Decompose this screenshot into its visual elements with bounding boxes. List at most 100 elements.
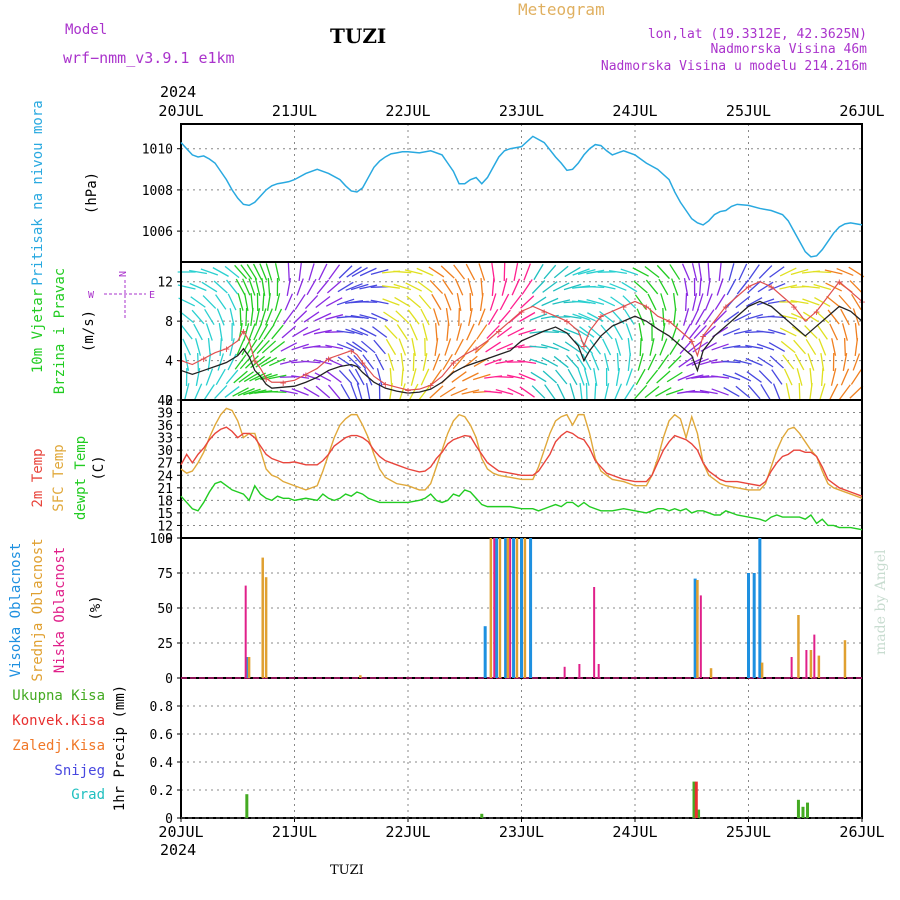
wind-barb xyxy=(237,293,244,311)
wind-barb xyxy=(612,323,623,341)
model-elevation-info: Nadmorska Visina u modelu 214.216m xyxy=(601,59,867,74)
wind-barb xyxy=(563,328,582,336)
wind-barb xyxy=(660,293,667,311)
y-tick-label: 12 xyxy=(157,519,173,534)
wind-barb xyxy=(400,352,405,372)
wind-barb xyxy=(854,322,858,342)
x-tick-label-top: 24JUL xyxy=(612,102,657,120)
wind-barb xyxy=(756,330,775,334)
wind-barb xyxy=(486,325,500,339)
wind-barb xyxy=(294,294,306,310)
wind-gust-marker: + xyxy=(427,379,434,392)
y-tick-label: 12 xyxy=(157,276,173,291)
wind-barb xyxy=(284,293,293,311)
wind-barb xyxy=(627,337,632,357)
bottom-year: 2024 xyxy=(160,841,196,859)
wind-barb xyxy=(820,353,825,371)
wind-barb xyxy=(644,385,660,399)
wind-barb xyxy=(509,294,522,310)
wind-barb xyxy=(644,265,660,279)
wind-barb xyxy=(352,341,368,353)
wind-barb xyxy=(410,368,417,386)
wind-barb xyxy=(200,268,219,276)
wind-barb xyxy=(827,309,840,325)
wind-barb xyxy=(338,265,353,279)
wind-barb xyxy=(850,369,862,385)
wind-barb xyxy=(416,267,434,277)
wind-barb xyxy=(338,369,353,385)
wind-barb xyxy=(351,327,369,337)
wind-barb xyxy=(518,373,536,381)
wind-gust-marker: + xyxy=(643,300,650,313)
wind-barb xyxy=(521,279,533,295)
dewpoint-line xyxy=(180,480,863,531)
panel-label: 2m Temp xyxy=(30,448,46,507)
wind-barb xyxy=(673,307,677,327)
wind-gust-marker: + xyxy=(450,357,457,370)
wind-barb xyxy=(191,309,205,325)
wind-barb xyxy=(245,307,248,327)
wind-barb xyxy=(840,308,850,326)
wind-barb xyxy=(304,294,319,310)
wind-barb xyxy=(722,344,741,350)
wind-barb xyxy=(260,308,267,326)
wind-barb xyxy=(701,325,716,339)
wind-barb xyxy=(267,277,271,297)
wind-barb xyxy=(298,262,302,282)
wind-gust-marker: + xyxy=(303,368,310,381)
wind-barb xyxy=(699,358,718,366)
wind-barb xyxy=(748,264,760,280)
wind-barb xyxy=(274,263,281,281)
wind-barb xyxy=(530,296,547,308)
wind-barb xyxy=(243,371,261,383)
wind-barb xyxy=(430,369,442,385)
wind-barb xyxy=(507,387,525,397)
wind-barb xyxy=(384,325,398,339)
y-tick-label: 27 xyxy=(157,457,173,472)
wind-barb xyxy=(637,353,644,371)
y-tick-label: 0 xyxy=(165,394,173,409)
wind-barb xyxy=(496,326,513,338)
wind-barb xyxy=(830,368,837,386)
wind-barb xyxy=(688,324,701,340)
wind-barb xyxy=(567,368,578,386)
sfc-temp-line xyxy=(180,407,863,499)
wind-barb xyxy=(422,353,428,371)
wind-barb xyxy=(464,339,477,355)
wind-barb xyxy=(265,263,273,281)
cloud-bar xyxy=(264,577,268,678)
wind-barb xyxy=(227,293,237,311)
wind-barb xyxy=(634,294,647,310)
panel-frame xyxy=(180,677,863,819)
cloud-bar xyxy=(489,538,493,678)
wind-barb xyxy=(685,374,704,380)
cloud-bar xyxy=(797,615,800,678)
wind-barb xyxy=(250,307,254,327)
wind-barb xyxy=(655,387,672,397)
wind-barb xyxy=(519,311,536,323)
wind-barb xyxy=(569,383,576,401)
wind-barb xyxy=(802,298,820,306)
wind-barb xyxy=(409,323,418,341)
wind-barb xyxy=(255,308,261,326)
wind-barb xyxy=(229,338,235,356)
panel-label: Srednja Oblacnost xyxy=(30,538,46,681)
wind-barb xyxy=(268,374,287,380)
cloud-bar xyxy=(493,538,496,678)
wind-barb xyxy=(302,345,321,349)
x-tick-label-bottom: 20JUL xyxy=(158,823,203,841)
wind-barb xyxy=(589,339,602,355)
precip-bar xyxy=(697,809,701,818)
wind-barb xyxy=(818,338,827,356)
panel-label: (m/s) xyxy=(81,310,97,352)
credit-watermark: made by Angel xyxy=(873,549,889,655)
wind-barb xyxy=(747,384,761,400)
wind-barb xyxy=(393,270,412,274)
wind-barb xyxy=(691,390,710,394)
x-tick-label-bottom: 23JUL xyxy=(499,823,544,841)
panel-label: 10m Vjetar xyxy=(30,289,46,373)
wind-barb xyxy=(662,307,665,327)
wind-barb xyxy=(202,295,217,309)
x-tick-label-top: 23JUL xyxy=(499,102,544,120)
wind-barb xyxy=(736,279,749,295)
